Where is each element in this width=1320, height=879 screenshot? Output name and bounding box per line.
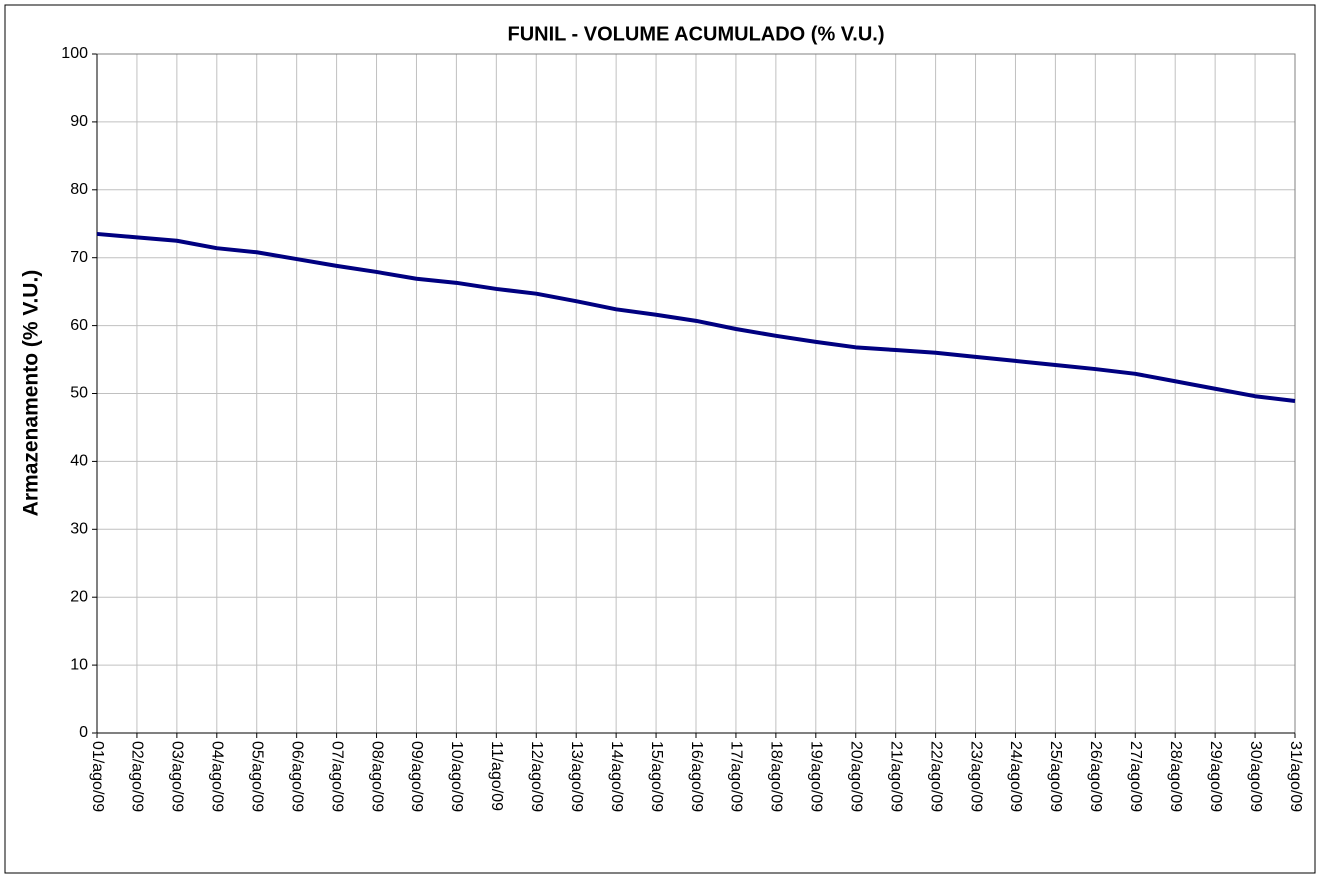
- y-tick-label: 0: [79, 724, 88, 741]
- x-tick-label: 03/ago/09: [169, 741, 186, 812]
- x-tick-label: 17/ago/09: [728, 741, 745, 812]
- x-tick-label: 02/ago/09: [129, 741, 146, 812]
- x-tick-label: 29/ago/09: [1207, 741, 1224, 812]
- y-tick-label: 30: [70, 521, 88, 538]
- x-tick-label: 26/ago/09: [1087, 741, 1104, 812]
- x-tick-label: 14/ago/09: [608, 741, 625, 812]
- y-tick-label: 70: [70, 249, 88, 266]
- y-tick-label: 50: [70, 385, 88, 402]
- x-tick-label: 19/ago/09: [808, 741, 825, 812]
- x-tick-label: 24/ago/09: [1007, 741, 1024, 812]
- x-tick-label: 13/ago/09: [568, 741, 585, 812]
- x-tick-label: 04/ago/09: [209, 741, 226, 812]
- data-line: [96, 231, 1296, 403]
- x-tick-label: 12/ago/09: [528, 741, 545, 812]
- x-tick-label: 21/ago/09: [887, 741, 904, 812]
- y-tick-label: 40: [70, 453, 88, 470]
- x-tick-label: 05/ago/09: [248, 741, 265, 812]
- x-tick-label: 31/ago/09: [1287, 741, 1304, 812]
- y-tick-label: 80: [70, 181, 88, 198]
- y-tick-label: 60: [70, 317, 88, 334]
- x-tick-label: 30/ago/09: [1247, 741, 1264, 812]
- x-tick-label: 18/ago/09: [768, 741, 785, 812]
- x-tick-label: 22/ago/09: [927, 741, 944, 812]
- y-tick-label: 10: [70, 656, 88, 673]
- x-tick-label: 20/ago/09: [847, 741, 864, 812]
- x-tick-label: 09/ago/09: [408, 741, 425, 812]
- y-tick-label: 100: [61, 45, 88, 62]
- x-tick-label: 15/ago/09: [648, 741, 665, 812]
- x-tick-label: 07/ago/09: [328, 741, 345, 812]
- x-tick-label: 28/ago/09: [1167, 741, 1184, 812]
- x-tick-label: 10/ago/09: [448, 741, 465, 812]
- chart-title: FUNIL - VOLUME ACUMULADO (% V.U.): [507, 23, 884, 45]
- x-tick-label: 16/ago/09: [688, 741, 705, 812]
- y-tick-label: 90: [70, 113, 88, 130]
- x-tick-label: 25/ago/09: [1047, 741, 1064, 812]
- y-tick-label: 20: [70, 588, 88, 605]
- x-tick-label: 06/ago/09: [288, 741, 305, 812]
- x-tick-label: 11/ago/09: [488, 741, 505, 811]
- x-tick-label: 01/ago/09: [89, 741, 106, 812]
- x-tick-label: 23/ago/09: [967, 741, 984, 812]
- x-tick-label: 27/ago/09: [1127, 741, 1144, 812]
- x-tick-label: 08/ago/09: [368, 741, 385, 812]
- y-axis-label: Armazenamento (% V.U.): [20, 270, 43, 517]
